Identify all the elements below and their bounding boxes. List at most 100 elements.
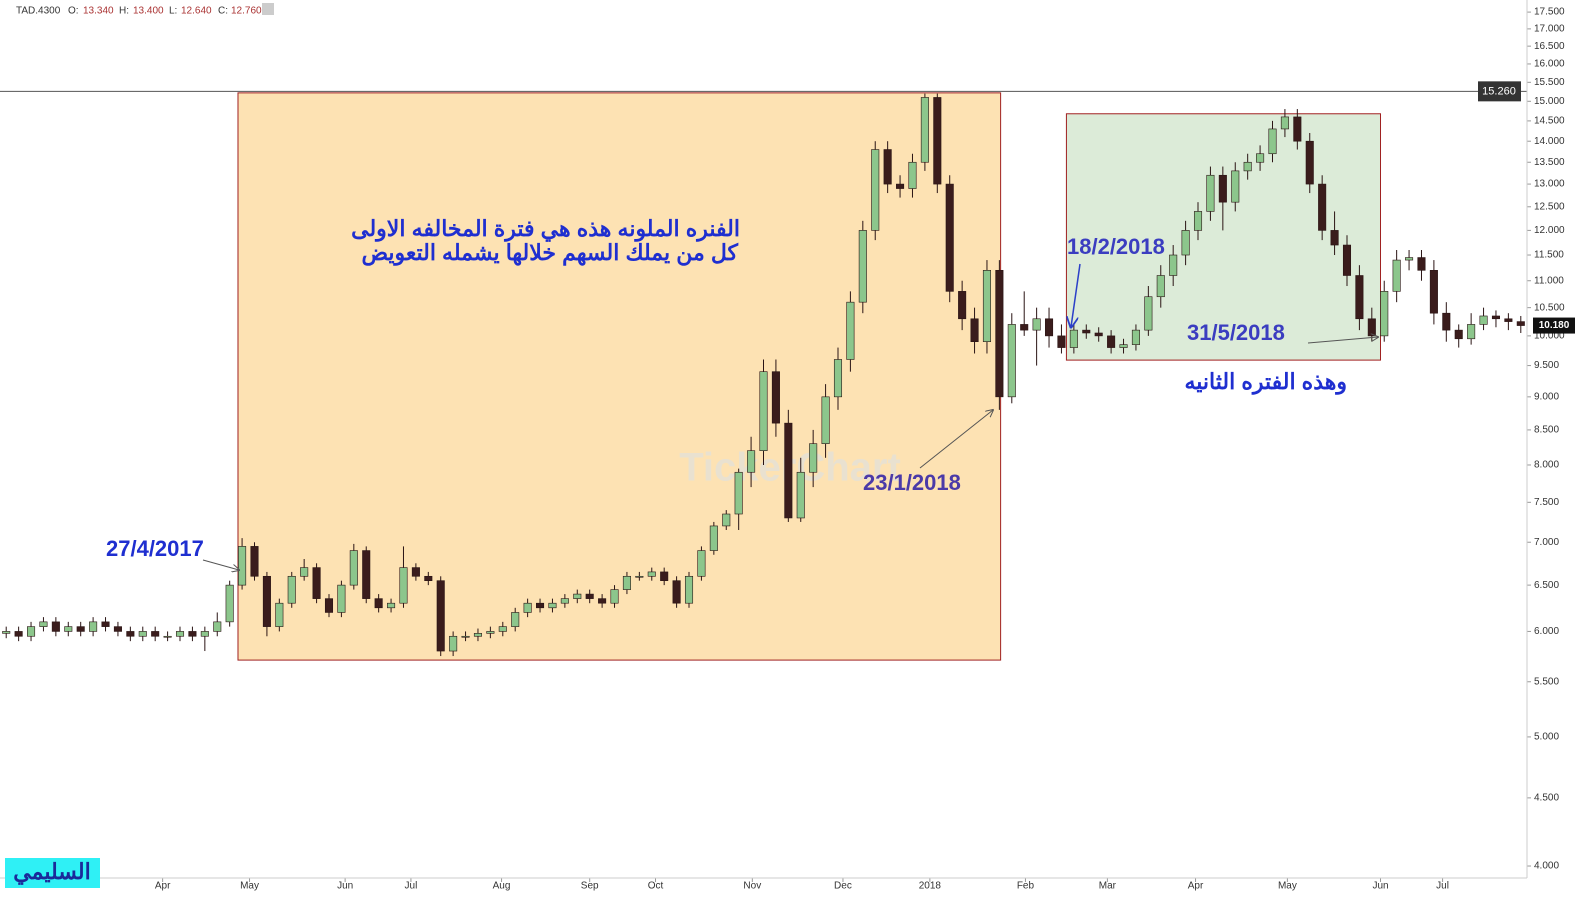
menu-button[interactable] — [262, 3, 274, 15]
candle-body — [424, 575, 433, 581]
y-tick-label: 7.500 — [1534, 497, 1559, 508]
annotations: الفنره الملونه هذه هي فترة المخالفه الاو… — [106, 216, 1347, 561]
candle-body — [672, 580, 681, 604]
date-label: 18/2/2018 — [1067, 234, 1165, 259]
candle-body — [312, 567, 321, 599]
candle-body — [188, 631, 197, 637]
candle-body — [1057, 335, 1066, 348]
x-tick-label: Oct — [648, 881, 664, 892]
field-value: 13.340 — [83, 6, 114, 17]
overlay: 15.260 10.180 — [0, 81, 1575, 334]
candle-body — [411, 567, 420, 577]
candle-body — [399, 567, 408, 604]
candle-body — [958, 291, 967, 320]
candle-body — [1467, 324, 1476, 340]
y-tick-label: 13.000 — [1534, 179, 1565, 190]
candle-body — [1094, 332, 1103, 337]
candle-body — [1144, 296, 1153, 331]
y-tick-label: 6.000 — [1534, 626, 1559, 637]
candle-body — [1256, 153, 1265, 163]
y-tick-label: 12.000 — [1534, 225, 1565, 236]
candle-body — [498, 626, 507, 632]
arrows — [202, 263, 1378, 570]
candle-body — [1454, 329, 1463, 340]
note: وهذه الفتره الثانيه — [1185, 369, 1348, 395]
candle-body — [461, 635, 470, 638]
candle-body — [262, 575, 271, 627]
y-tick-label: 14.500 — [1534, 116, 1565, 127]
candle-body — [213, 621, 222, 632]
candle-body — [1355, 275, 1364, 320]
y-tick-label: 4.000 — [1534, 861, 1559, 872]
y-tick-label: 8.000 — [1534, 460, 1559, 471]
x-tick-label: Jun — [1372, 881, 1388, 892]
last-price-box — [1533, 317, 1575, 334]
candle-body — [1243, 161, 1252, 172]
candle-body — [933, 97, 942, 185]
candle-body — [809, 443, 818, 473]
candle-body — [883, 149, 892, 185]
candle-body — [486, 631, 495, 634]
field-value: 12.760 — [231, 6, 262, 17]
candle-body — [225, 584, 234, 623]
candle-body — [238, 546, 247, 586]
y-tick-label: 4.500 — [1534, 793, 1559, 804]
candle-body — [759, 371, 768, 451]
candle-body — [1342, 244, 1352, 276]
candle-body — [784, 422, 793, 519]
candle-body — [1032, 318, 1041, 331]
candles — [2, 93, 1525, 657]
arrow — [919, 410, 993, 469]
date-label: 27/4/2017 — [106, 536, 204, 561]
candle-body — [635, 575, 644, 578]
y-tick-label: 11.000 — [1534, 275, 1564, 286]
candle-body — [1007, 324, 1016, 398]
field-value: 12.640 — [181, 6, 212, 17]
field-value: 13.400 — [133, 6, 164, 17]
x-tick-label: May — [1278, 881, 1297, 892]
y-tick-label: 8.500 — [1534, 425, 1559, 436]
candle-body — [1231, 170, 1240, 203]
candle-body — [64, 626, 73, 632]
candle-body — [1193, 211, 1203, 231]
y-tick-label: 7.000 — [1534, 537, 1559, 548]
header: TAD.4300 O: 13.340 H: 13.400 L: 12.640 C… — [16, 3, 274, 17]
y-tick-label: 5.500 — [1534, 676, 1559, 687]
y-tick-label: 10.500 — [1534, 302, 1565, 313]
candle-body — [970, 318, 979, 342]
y-tick-label: 17.000 — [1534, 24, 1565, 35]
candle-body — [523, 602, 532, 613]
candle-body — [1020, 324, 1029, 331]
y-tick-label: 15.000 — [1534, 96, 1565, 107]
candle-body — [175, 631, 185, 637]
candle-body — [1107, 335, 1116, 348]
arrow — [1307, 337, 1378, 344]
candle-body — [796, 471, 805, 519]
candle-body — [1405, 257, 1414, 261]
candle-body — [1293, 116, 1302, 142]
arrow — [202, 559, 239, 570]
candle-body — [1181, 230, 1190, 256]
note: كل من يملك السهم خلالها يشمله التعويض — [361, 240, 738, 266]
author: السليمي — [13, 859, 90, 885]
candle-body — [113, 626, 122, 632]
symbol: TAD.4300 — [16, 6, 61, 17]
candle-body — [1442, 312, 1451, 331]
candle-body — [387, 602, 396, 609]
candle-body — [1156, 275, 1165, 298]
author-box — [5, 858, 100, 888]
candle-body — [833, 359, 843, 398]
candle-body — [1305, 140, 1314, 185]
candle-body — [647, 571, 656, 577]
candle-body — [1045, 318, 1054, 337]
candle-body — [610, 589, 619, 604]
candle-body — [300, 567, 309, 577]
x-tick-label: Dec — [834, 881, 852, 892]
candle-body — [51, 621, 60, 632]
x-tick-label: Aug — [493, 881, 511, 892]
candle-body — [1330, 230, 1339, 246]
candle-body — [449, 635, 458, 652]
x-tick-label: Jun — [337, 881, 353, 892]
candle-body — [1280, 116, 1289, 130]
candle-body — [374, 598, 383, 609]
